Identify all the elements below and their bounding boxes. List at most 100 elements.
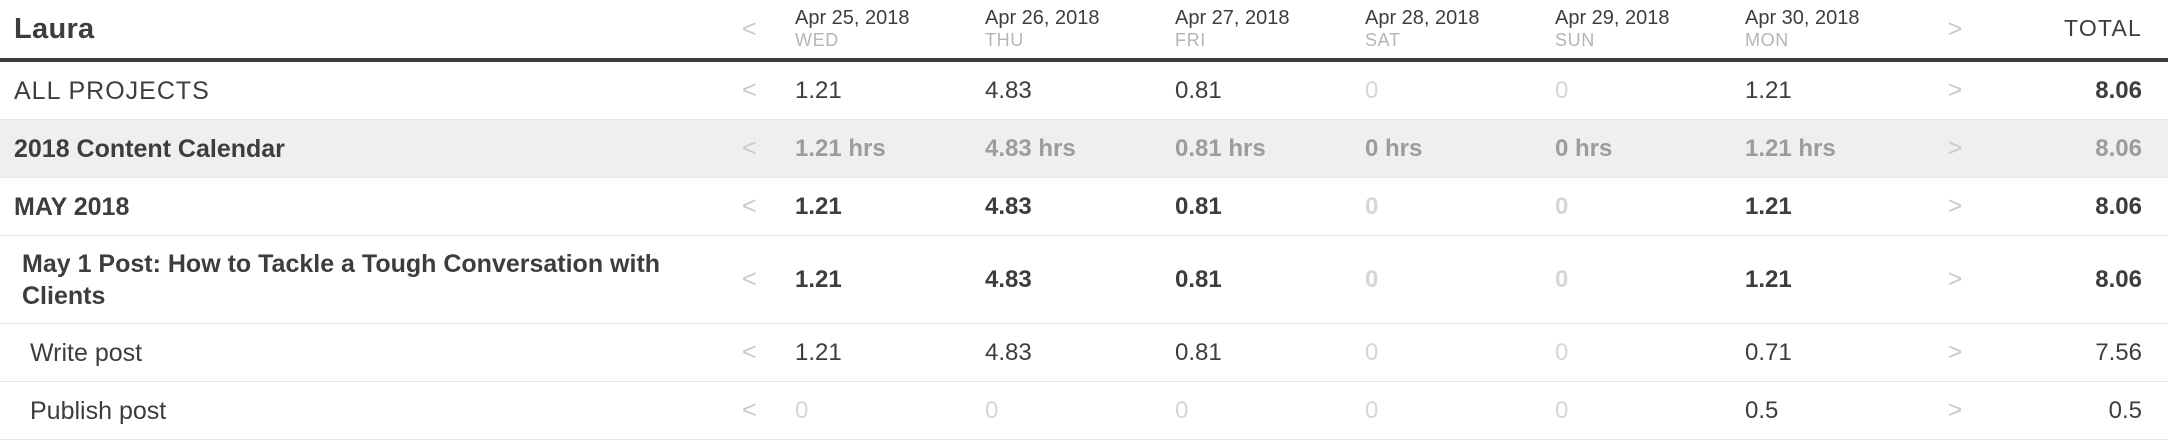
row-name[interactable]: May 1 Post: How to Tackle a Tough Conver… [22, 249, 661, 310]
row-name-cell: Publish post [0, 395, 742, 427]
day-value: 0 [1175, 396, 1189, 424]
row-name-cell: 2018 Content Calendar [0, 133, 742, 165]
row-total-cell: 8.06 [1990, 193, 2168, 221]
row-total-cell: 8.06 [1990, 135, 2168, 163]
row-next-cell: > [1920, 398, 1990, 423]
day-value: 0.81 [1175, 192, 1222, 220]
day-date: Apr 25, 2018 [795, 7, 910, 30]
day-value: 1.21 [1745, 76, 1792, 104]
day-value-cell: 0 [1540, 266, 1730, 294]
prev-week-arrow-icon[interactable]: < [742, 134, 757, 162]
row-name[interactable]: 2018 Content Calendar [14, 134, 285, 163]
next-week-arrow-icon[interactable]: > [1947, 396, 1963, 424]
total-header-label: TOTAL [2064, 15, 2142, 41]
day-value: 1.21 [795, 265, 842, 293]
row-name-cell: MAY 2018 [0, 191, 742, 223]
day-value-cell: 4.83 [970, 339, 1160, 367]
row-name-cell: May 1 Post: How to Tackle a Tough Conver… [0, 248, 742, 312]
prev-week-arrow-icon[interactable]: < [742, 192, 757, 220]
day-value-cell: 0 hrs [1540, 135, 1730, 163]
day-weekday: MON [1745, 30, 1789, 51]
next-week-arrow-icon[interactable]: > [1947, 265, 1963, 293]
day-value-cell: 0 [1540, 77, 1730, 105]
row-next-cell: > [1920, 78, 1990, 103]
row-total-cell: 0.5 [1990, 397, 2168, 425]
day-date: Apr 26, 2018 [985, 7, 1100, 30]
next-week-arrow-icon[interactable]: > [1947, 338, 1963, 366]
row-name[interactable]: MAY 2018 [14, 192, 130, 221]
day-value: 0 [1555, 192, 1569, 220]
day-value: 0.81 [1175, 338, 1222, 366]
row-total-cell: 8.06 [1990, 266, 2168, 294]
day-value: 0 [1555, 76, 1569, 104]
next-week-arrow-icon[interactable]: > [1947, 14, 1963, 43]
day-value: 4.83 [985, 76, 1032, 104]
row-may-1-post-how-to-tackle-a-tou: May 1 Post: How to Tackle a Tough Conver… [0, 236, 2168, 324]
day-value-cell: 4.83 [970, 193, 1160, 221]
day-value-cell: 0 [1540, 339, 1730, 367]
row-prev-cell: < [742, 194, 780, 219]
day-value: 4.83 [985, 192, 1032, 220]
row-2018-content-calendar: 2018 Content Calendar <1.21 hrs 4.83 hrs 0.… [0, 120, 2168, 178]
day-value: 0.5 [1745, 396, 1779, 424]
day-value: 1.21 [795, 338, 842, 366]
day-value-cell: 0 [1350, 266, 1540, 294]
prev-week-arrow-icon[interactable]: < [742, 338, 757, 366]
day-value: 1.21 hrs [795, 134, 886, 162]
row-prev-cell: < [742, 136, 780, 161]
day-value-cell: 0 [1350, 339, 1540, 367]
header-row: Laura < Apr 25, 2018 WED Apr 26, 2018 TH… [0, 0, 2168, 62]
row-total: 8.06 [2095, 134, 2142, 162]
day-header: Apr 30, 2018 MON [1730, 7, 1920, 51]
day-value-cell: 1.21 [780, 266, 970, 294]
day-value-cell: 0 [1160, 397, 1350, 425]
next-week-arrow-icon[interactable]: > [1947, 134, 1963, 162]
day-value: 1.21 [1745, 265, 1792, 293]
day-value: 0 [1365, 76, 1379, 104]
day-value-cell: 0 [970, 397, 1160, 425]
day-value: 0 [1555, 338, 1569, 366]
day-weekday: SAT [1365, 30, 1401, 51]
prev-week-arrow-icon[interactable]: < [742, 76, 757, 104]
day-value-cell: 0 [1540, 193, 1730, 221]
row-total: 8.06 [2095, 76, 2142, 104]
day-header: Apr 29, 2018 SUN [1540, 7, 1730, 51]
row-name[interactable]: Write post [30, 338, 143, 367]
prev-week-arrow-icon[interactable]: < [742, 265, 757, 293]
day-value-cell: 1.21 [780, 339, 970, 367]
day-value-cell: 0.5 [1730, 397, 1920, 425]
day-value-cell: 0 [780, 397, 970, 425]
day-weekday: THU [985, 30, 1024, 51]
day-value: 0 [1365, 192, 1379, 220]
day-value-cell: 4.83 [970, 77, 1160, 105]
row-name-cell: ALL PROJECTS [0, 75, 742, 107]
day-value: 0.71 [1745, 338, 1792, 366]
row-total: 0.5 [2108, 396, 2142, 424]
day-value: 0.81 [1175, 265, 1222, 293]
next-week-cell: > [1920, 14, 1990, 43]
day-value: 4.83 [985, 265, 1032, 293]
next-week-arrow-icon[interactable]: > [1947, 76, 1963, 104]
day-value: 0 [795, 396, 809, 424]
prev-week-arrow-icon[interactable]: < [742, 396, 757, 424]
day-value: 0.81 hrs [1175, 134, 1266, 162]
day-date: Apr 29, 2018 [1555, 7, 1670, 30]
row-name[interactable]: Publish post [30, 396, 167, 425]
day-value-cell: 0 [1350, 193, 1540, 221]
day-value-cell: 0.81 [1160, 77, 1350, 105]
day-value: 0 [985, 396, 999, 424]
prev-week-arrow-icon[interactable]: < [742, 14, 757, 43]
day-header: Apr 27, 2018 FRI [1160, 7, 1350, 51]
next-week-arrow-icon[interactable]: > [1947, 192, 1963, 220]
day-value-cell: 1.21 [780, 77, 970, 105]
row-write-post: Write post <1.21 4.83 0.81 0 0 0.71 >7.56 [0, 324, 2168, 382]
row-name: ALL PROJECTS [14, 76, 210, 105]
day-value: 0 [1365, 265, 1379, 293]
day-value: 4.83 hrs [985, 134, 1076, 162]
day-value: 1.21 [795, 192, 842, 220]
row-name-cell: Write post [0, 337, 742, 369]
row-prev-cell: < [742, 267, 780, 292]
day-value-cell: 1.21 [780, 193, 970, 221]
total-header-cell: TOTAL [1990, 15, 2168, 43]
